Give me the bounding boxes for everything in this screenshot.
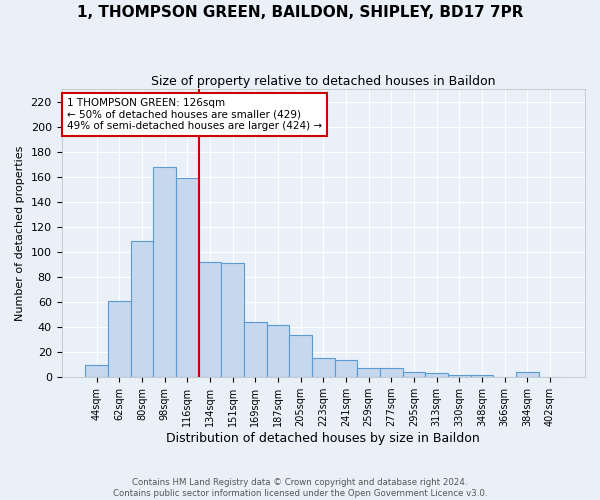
Title: Size of property relative to detached houses in Baildon: Size of property relative to detached ho…: [151, 75, 496, 88]
Bar: [312, 358, 335, 377]
Bar: [448, 374, 470, 377]
Bar: [108, 301, 131, 377]
Bar: [403, 372, 425, 377]
Bar: [380, 368, 403, 377]
Bar: [176, 178, 199, 377]
Bar: [131, 240, 154, 377]
Bar: [199, 262, 221, 377]
Bar: [470, 374, 493, 377]
X-axis label: Distribution of detached houses by size in Baildon: Distribution of detached houses by size …: [166, 432, 480, 445]
Bar: [85, 364, 108, 377]
Bar: [221, 264, 244, 377]
Text: 1, THOMPSON GREEN, BAILDON, SHIPLEY, BD17 7PR: 1, THOMPSON GREEN, BAILDON, SHIPLEY, BD1…: [77, 5, 523, 20]
Text: Contains HM Land Registry data © Crown copyright and database right 2024.
Contai: Contains HM Land Registry data © Crown c…: [113, 478, 487, 498]
Text: 1 THOMPSON GREEN: 126sqm
← 50% of detached houses are smaller (429)
49% of semi-: 1 THOMPSON GREEN: 126sqm ← 50% of detach…: [67, 98, 322, 131]
Bar: [425, 374, 448, 377]
Bar: [244, 322, 266, 377]
Bar: [266, 324, 289, 377]
Bar: [289, 334, 312, 377]
Bar: [357, 368, 380, 377]
Y-axis label: Number of detached properties: Number of detached properties: [15, 146, 25, 321]
Bar: [154, 167, 176, 377]
Bar: [335, 360, 357, 377]
Bar: [516, 372, 539, 377]
